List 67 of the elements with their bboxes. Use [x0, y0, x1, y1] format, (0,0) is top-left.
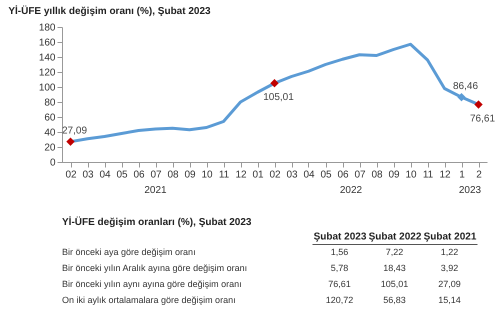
data-label: 76,61 [470, 114, 496, 125]
chart-title: Yİ-ÜFE yıllık değişim oranı (%), Şubat 2023 [8, 5, 212, 17]
x-tick-label: 05 [320, 170, 332, 180]
text: 15,14 [438, 295, 461, 305]
x-tick-label: 10 [201, 170, 213, 180]
category-label: Bir önceki aya göre değişim oranı [62, 247, 196, 257]
x-tick-label: 02 [269, 170, 281, 180]
category-label: Şubat 2022 [368, 232, 422, 242]
text: 1,56 [330, 247, 348, 257]
text: 18,43 [383, 263, 406, 273]
x-tick-label: 2 [476, 170, 482, 180]
y-tick-label: 140 [38, 52, 56, 64]
x-tick-label: 12 [235, 170, 247, 180]
y-tick-label: 40 [44, 128, 56, 138]
text: 27,09 [438, 279, 461, 289]
y-tick-label: 120 [38, 68, 56, 78]
data-label: 105,01 [263, 92, 294, 104]
point [474, 100, 483, 109]
x-tick-label: 02 [65, 170, 77, 180]
category-label: Şubat 2023 [314, 232, 367, 242]
text: 3,92 [440, 263, 458, 273]
data-label: 27,09 [62, 126, 88, 137]
text: 2023 [458, 185, 482, 196]
x-tick-label: 10 [405, 170, 417, 180]
point [457, 92, 466, 102]
text: 2022 [340, 185, 363, 196]
x-tick-label: 06 [337, 170, 349, 180]
x-tick-label: 09 [388, 170, 400, 180]
text: 56,83 [383, 295, 406, 305]
y-tick-label: 180 [38, 22, 56, 34]
text: 120,72 [326, 295, 354, 305]
text: 1,22 [440, 247, 458, 257]
category-label: On iki aylık ortalamalara göre değişim oranı [62, 295, 236, 305]
x-tick-label: 06 [133, 170, 145, 180]
x-tick-label: 01 [252, 170, 264, 180]
x-tick-label: 1 [459, 170, 466, 180]
text: 105,01 [380, 279, 408, 289]
category-label: Şubat 2021 [424, 232, 477, 242]
category-label: Bir önceki yılın Aralık ayına göre değişim oranı [62, 263, 248, 273]
x-tick-label: 05 [116, 170, 128, 180]
x-tick-label: 12 [439, 170, 451, 180]
text: 5,78 [330, 263, 348, 273]
y-tick-label: 160 [38, 38, 56, 48]
x-tick-label: 11 [422, 170, 434, 180]
x-tick-label: 09 [184, 170, 196, 180]
y-tick-label: 100 [38, 82, 56, 94]
text: 7,22 [386, 247, 404, 257]
data-label: 86,46 [452, 81, 478, 92]
x-tick-label: 07 [354, 170, 366, 180]
x-tick-label: 07 [150, 170, 162, 180]
y-tick-label: 0 [50, 158, 56, 168]
y-tick-label: 60 [44, 112, 56, 124]
x-tick-label: 04 [303, 170, 315, 180]
x-tick-label: 03 [286, 170, 298, 180]
text: 76,61 [328, 279, 351, 289]
x-tick-label: 08 [371, 170, 383, 180]
x-tick-label: 11 [218, 170, 230, 180]
text: Yİ-ÜFE değişim oranları (%), Şubat 2023 [62, 216, 252, 228]
category-label: Bir önceki yılın aynı ayına göre değişim oranı [62, 279, 242, 289]
point [66, 138, 75, 146]
point [270, 79, 279, 88]
x-tick-label: 08 [167, 170, 179, 180]
x-tick-label: 03 [82, 170, 94, 180]
x-tick-label: 04 [99, 170, 111, 180]
y-tick-label: 20 [44, 142, 56, 154]
text: 2021 [144, 185, 168, 196]
y-tick-label: 80 [44, 98, 56, 108]
